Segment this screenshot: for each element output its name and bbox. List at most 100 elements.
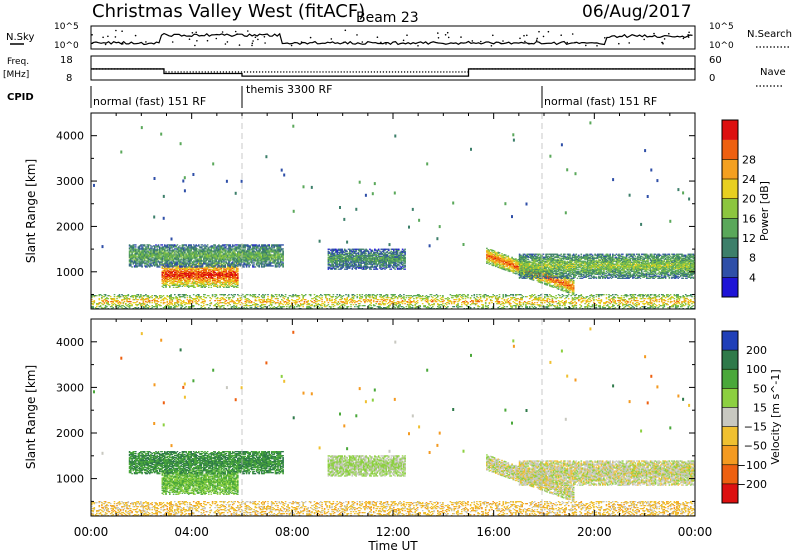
power-cell [209, 278, 211, 280]
power-cell [277, 258, 279, 260]
power-cell [180, 261, 182, 263]
power-cell [181, 275, 184, 277]
power-cell [220, 256, 223, 258]
power-cell [327, 253, 330, 255]
power-cell [390, 250, 393, 252]
power-cell [515, 268, 517, 270]
power-cell [253, 251, 255, 253]
power-cell [177, 248, 180, 250]
power-cell [272, 249, 274, 251]
power-cell [140, 261, 142, 263]
power-cell [153, 259, 156, 261]
power-cell [146, 253, 148, 255]
power-cell [195, 245, 197, 247]
power-cell [167, 271, 170, 273]
power-cell [507, 259, 510, 261]
power-cell [501, 268, 503, 270]
power-cell [365, 249, 367, 251]
power-cell [230, 259, 233, 261]
power-cell [196, 245, 199, 247]
power-cell [497, 261, 499, 263]
power-cell [404, 262, 406, 264]
power-cell [486, 260, 488, 262]
power-cell [229, 280, 231, 282]
power-cell [228, 277, 230, 279]
power-cell [140, 262, 142, 264]
power-cell [496, 262, 498, 264]
power-cell [153, 247, 156, 249]
power-cell [332, 249, 335, 251]
power-cell [169, 278, 171, 280]
power-cell [224, 277, 226, 279]
power-cell [190, 266, 192, 268]
power-cell [164, 246, 166, 248]
power-cell [237, 256, 239, 258]
power-cell [391, 253, 394, 255]
power-cell [176, 248, 179, 250]
power-cell [231, 262, 234, 264]
power-cell [166, 246, 169, 248]
power-cell [233, 259, 235, 261]
power-cell [489, 263, 492, 265]
power-cell [169, 255, 171, 257]
power-cell [377, 261, 380, 263]
power-cell [176, 272, 179, 274]
power-cell [145, 257, 147, 259]
nave-point [129, 68, 131, 70]
power-cell [247, 264, 249, 266]
power-cell [390, 253, 393, 255]
power-cell [502, 268, 505, 270]
power-cell [194, 270, 196, 272]
power-cell [214, 255, 216, 257]
power-cell [393, 257, 395, 259]
power-cell [265, 247, 268, 249]
power-cell [131, 249, 133, 251]
power-cell [252, 252, 254, 254]
power-cell [164, 271, 166, 273]
power-cell [228, 260, 230, 262]
power-cell [403, 255, 405, 257]
power-cell [389, 262, 391, 264]
power-cell [235, 250, 238, 252]
power-cell [278, 244, 281, 246]
power-cell [517, 272, 520, 274]
power-cell [263, 254, 265, 256]
power-cell [192, 282, 195, 284]
power-cell [211, 278, 214, 280]
power-cell [229, 274, 231, 276]
power-cell [330, 267, 332, 269]
power-cell [492, 257, 494, 260]
power-cell [231, 255, 234, 257]
nave-point [449, 71, 451, 73]
power-cell [377, 258, 380, 260]
power-cell [220, 271, 223, 273]
power-cell [156, 249, 158, 251]
power-cell [185, 249, 187, 251]
power-cell [225, 273, 228, 275]
power-cell [516, 269, 518, 271]
power-cell [224, 275, 226, 277]
power-cell [198, 260, 200, 262]
power-cell [138, 247, 141, 249]
power-cell [213, 256, 215, 258]
power-cell [165, 253, 167, 255]
power-cell [349, 266, 351, 268]
power-cell [216, 280, 219, 282]
nave-point [645, 68, 647, 70]
power-cell [200, 267, 203, 269]
power-cell [272, 261, 274, 263]
power-cell [145, 252, 147, 254]
power-cell [328, 255, 331, 257]
power-cell [268, 248, 270, 250]
power-cell [259, 257, 262, 259]
power-cell [264, 254, 267, 256]
power-cell [140, 258, 142, 260]
nave-point [322, 71, 324, 73]
power-cell [171, 275, 174, 277]
power-cell [177, 250, 180, 252]
power-cell [201, 280, 204, 282]
nsearch-point [114, 36, 117, 38]
power-cell [175, 250, 177, 252]
power-cell [337, 255, 340, 257]
power-cell [394, 264, 396, 266]
